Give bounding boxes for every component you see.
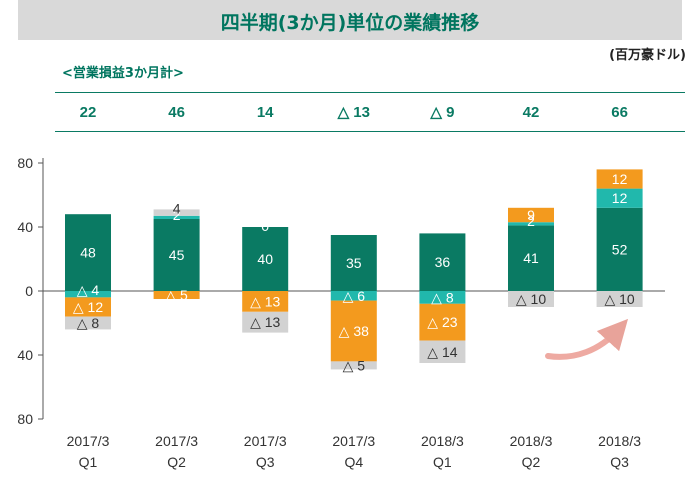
bar-segment-s3 [153,291,200,299]
x-tick-label-quarter: Q2 [522,454,541,470]
bar-segment-s2 [153,215,200,219]
data-label-s4: △ 10 [604,291,634,307]
data-label-s3: △ 23 [427,314,457,330]
bar-segment-s4 [242,311,289,333]
quarter-total-value: 66 [611,104,628,121]
x-tick-label-year: 2017/3 [332,433,375,449]
data-label-s4: 4 [173,200,181,216]
data-label-s1: 36 [435,254,451,270]
y-tick-label: 80 [17,411,33,427]
bar-segment-s1 [419,233,466,291]
data-label-s2: 12 [612,190,628,206]
data-label-s2: 0 [261,218,269,234]
quarter-total-value: 22 [80,104,97,121]
bar-segment-s4 [508,291,554,307]
bar-segment-s4 [330,361,377,370]
x-tick-label-quarter: Q3 [610,454,629,470]
data-label-s1: 40 [257,251,273,267]
quarter-total-value: △ 9 [429,104,454,121]
growth-arrow-icon [545,318,629,360]
bar-segment-s1 [330,235,377,291]
bar-segment-s1 [508,225,554,291]
bar-segment-s3 [596,169,643,189]
data-label-s2: △ 4 [77,282,100,298]
chart-subtitle: <営業損益3か月計> [62,66,184,81]
bar-segment-s1 [242,227,289,291]
x-tick-label-quarter: Q2 [167,454,186,470]
x-tick-label-year: 2018/3 [598,433,641,449]
x-tick-label-year: 2018/3 [510,433,553,449]
bar-segment-s1 [65,214,111,291]
data-label-s2: △ 6 [343,288,366,304]
data-label-s1: 48 [80,245,96,261]
x-tick-label-year: 2017/3 [67,433,110,449]
bar-segment-s1 [596,207,643,291]
unit-label: (百万豪ドル) [609,48,686,63]
bar-segment-s2 [330,291,377,301]
data-label-s1: 45 [169,247,185,263]
x-tick-label-quarter: Q4 [344,454,363,470]
bar-segment-s1 [153,219,200,291]
bar-segment-s2 [596,188,643,208]
data-label-s3: 9 [527,207,535,223]
data-label-s1: 52 [612,241,628,257]
data-label-s1: 35 [346,255,362,271]
totals-row [55,92,685,132]
data-label-s4: △ 5 [343,357,366,373]
quarter-total-value: 14 [257,104,274,121]
bar-segment-s3 [508,207,554,223]
bar-segment-s2 [508,222,554,226]
data-label-s4: △ 10 [516,291,546,307]
y-tick-label: 40 [17,347,33,363]
bar-segment-s3 [330,300,377,362]
bar-segment-s3 [242,291,289,312]
y-tick-label: 40 [17,219,33,235]
bar-segment-s4 [65,316,111,330]
bar-segment-s2 [419,291,466,304]
quarter-total-value: △ 13 [337,104,370,121]
y-tick-label: 0 [25,283,33,299]
x-tick-label-quarter: Q1 [433,454,452,470]
x-tick-label-year: 2018/3 [421,433,464,449]
data-label-s2: 2 [173,207,181,223]
chart-title: 四半期(3か月)単位の業績推移 [220,12,480,34]
y-tick-label: 80 [17,155,33,171]
bar-segment-s3 [419,303,466,341]
quarter-total-value: 46 [168,104,185,121]
x-tick-label-year: 2017/3 [244,433,287,449]
x-tick-label-quarter: Q3 [256,454,275,470]
data-label-s2: 2 [527,213,535,229]
title-band: 四半期(3か月)単位の業績推移 [18,0,682,40]
data-label-s4: △ 14 [427,344,457,360]
data-label-s2: △ 8 [431,289,454,305]
data-label-s3: △ 12 [73,299,103,315]
data-label-s4: △ 13 [250,314,280,330]
data-label-s3: 12 [612,171,628,187]
bar-segment-s4 [153,209,200,216]
bar-segment-s2 [65,291,111,298]
x-tick-label-year: 2017/3 [155,433,198,449]
data-label-s1: 41 [523,250,539,266]
bar-segment-s3 [65,297,111,317]
bar-segment-s4 [419,340,466,363]
bar-segment-s4 [596,291,643,307]
quarter-total-value: 42 [523,104,540,121]
data-label-s3: △ 5 [165,287,188,303]
x-tick-label-quarter: Q1 [79,454,98,470]
data-label-s3: △ 13 [250,293,280,309]
data-label-s4: △ 8 [77,315,100,331]
data-label-s3: △ 38 [339,323,369,339]
